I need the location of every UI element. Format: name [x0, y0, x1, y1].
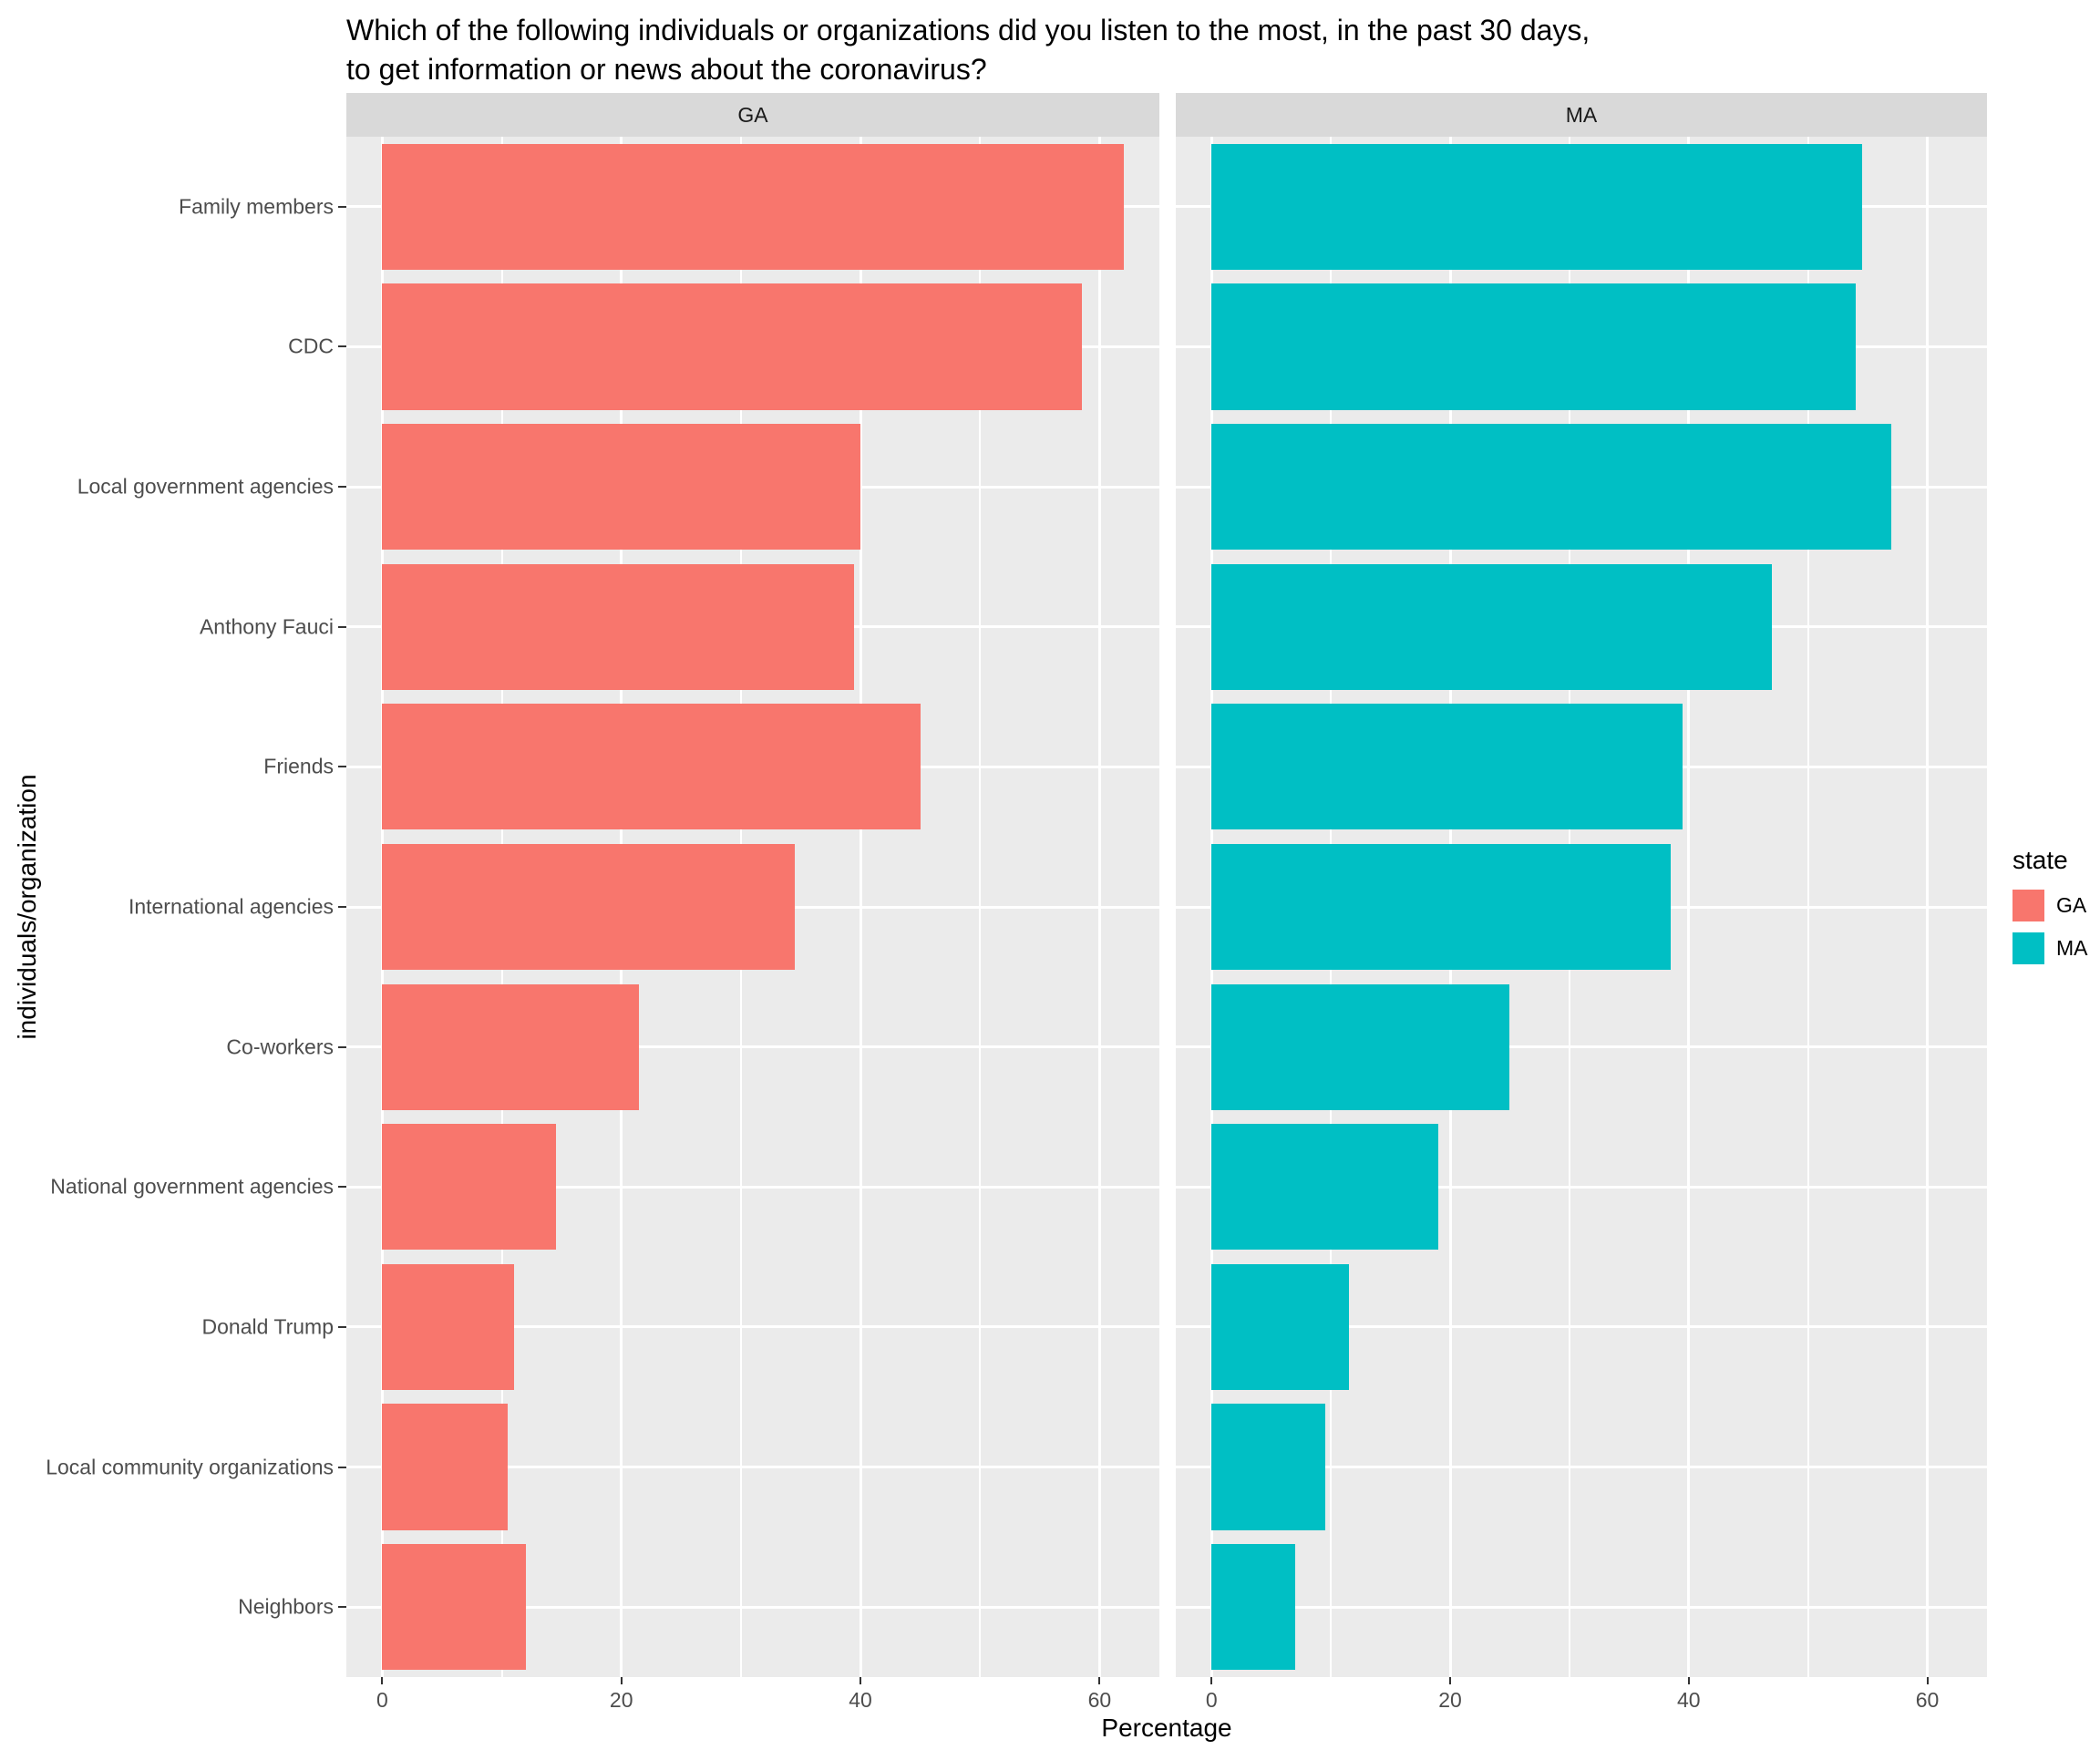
- y-axis-label: CDC: [288, 334, 334, 358]
- y-axis-label: Friends: [263, 754, 334, 778]
- legend: state GA MA: [2012, 846, 2088, 975]
- legend-entry-label: GA: [2056, 893, 2087, 917]
- gridline-horizontal: [1176, 1325, 1987, 1329]
- x-axis-tick: [1210, 1677, 1213, 1684]
- gridline-horizontal: [1176, 1605, 1987, 1609]
- facet-panel-ma: [1176, 137, 1987, 1677]
- legend-swatch-ga: [2012, 890, 2044, 921]
- legend-title: state: [2012, 846, 2068, 874]
- x-axis-tick-label: 60: [1915, 1688, 1940, 1712]
- x-axis-tick: [1449, 1677, 1452, 1684]
- y-axis-tick: [338, 1186, 346, 1189]
- legend-entry-label: MA: [2056, 936, 2088, 960]
- gridline-major: [1687, 137, 1691, 1677]
- bar-ga-5: [382, 704, 921, 830]
- gridline-horizontal: [1176, 1185, 1987, 1189]
- x-axis-tick-label: 40: [849, 1688, 872, 1712]
- y-axis-label: Donald Trump: [201, 1314, 334, 1339]
- gridline-major: [859, 137, 862, 1677]
- bar-ga-7: [382, 983, 640, 1110]
- chart-title: Which of the following individuals or or…: [346, 11, 1590, 89]
- y-axis-tick: [338, 486, 346, 489]
- gridline-horizontal: [346, 1045, 1159, 1049]
- bar-ma-1: [1211, 143, 1862, 270]
- y-axis-tick: [338, 205, 346, 208]
- legend-entries: GA MA: [2012, 890, 2088, 964]
- facet-strip-label: GA: [737, 102, 768, 127]
- y-axis-tick: [338, 906, 346, 908]
- x-axis-tick-label: 60: [1087, 1688, 1112, 1712]
- gridline-horizontal: [346, 1325, 1159, 1329]
- legend-swatch-ma: [2012, 932, 2044, 964]
- bar-ma-11: [1211, 1544, 1295, 1671]
- bar-ma-8: [1211, 1124, 1438, 1251]
- x-axis-title: Percentage: [1101, 1714, 1232, 1742]
- facet-strip-ga: GA: [346, 93, 1159, 137]
- facet-panel-ga: [346, 137, 1159, 1677]
- y-axis-label: Family members: [179, 194, 334, 219]
- y-axis-tick: [338, 345, 346, 348]
- x-axis-tick-label: 20: [1438, 1688, 1462, 1712]
- gridline-minor: [979, 137, 982, 1677]
- x-axis-tick: [860, 1677, 862, 1684]
- bar-ma-5: [1211, 704, 1683, 830]
- bar-ma-7: [1211, 983, 1510, 1110]
- bar-ga-9: [382, 1263, 514, 1391]
- y-axis-tick: [338, 1045, 346, 1048]
- y-axis-label: Local community organizations: [46, 1455, 334, 1479]
- y-axis-label: National government agencies: [50, 1174, 334, 1199]
- bar-ma-10: [1211, 1404, 1325, 1530]
- bar-ma-6: [1211, 843, 1672, 971]
- facet-strip-ma: MA: [1176, 93, 1987, 137]
- y-axis-tick: [338, 1466, 346, 1468]
- gridline-major: [1926, 137, 1930, 1677]
- gridline-horizontal: [346, 1605, 1159, 1609]
- x-axis-tick-label: 40: [1676, 1688, 1701, 1712]
- bar-ma-4: [1211, 563, 1773, 690]
- x-axis-tick-label: 0: [376, 1688, 388, 1712]
- chart-title-line2: to get information or news about the cor…: [346, 53, 987, 86]
- y-axis-label: International agencies: [128, 894, 334, 919]
- bar-ga-11: [382, 1544, 526, 1671]
- gridline-major: [1097, 137, 1101, 1677]
- facet-strip-label: MA: [1565, 102, 1598, 127]
- bar-ga-10: [382, 1404, 509, 1530]
- bar-ma-9: [1211, 1263, 1349, 1391]
- x-axis-tick-label: 20: [609, 1688, 633, 1712]
- y-axis-label: Anthony Fauci: [199, 614, 334, 639]
- y-axis-label: Co-workers: [226, 1035, 334, 1059]
- x-axis-tick-label: 0: [1205, 1688, 1218, 1712]
- y-axis-tick: [338, 766, 346, 768]
- gridline-horizontal: [346, 1466, 1159, 1469]
- gridline-horizontal: [1176, 1045, 1987, 1049]
- y-axis-label: Neighbors: [238, 1594, 334, 1619]
- gridline-minor: [1807, 137, 1809, 1677]
- bar-ma-3: [1211, 423, 1892, 551]
- bar-ga-1: [382, 143, 1124, 270]
- bar-ga-8: [382, 1124, 556, 1251]
- x-axis-tick: [620, 1677, 623, 1684]
- bar-ga-2: [382, 283, 1082, 410]
- y-axis-label: Local government agencies: [77, 474, 334, 499]
- legend-entry-ma: MA: [2012, 932, 2088, 964]
- bar-ga-3: [382, 423, 861, 551]
- x-axis-tick: [1926, 1677, 1929, 1684]
- bar-ma-2: [1211, 283, 1856, 410]
- y-axis-tick: [338, 1606, 346, 1609]
- bar-ga-4: [382, 563, 855, 690]
- legend-entry-ga: GA: [2012, 890, 2088, 921]
- x-axis-tick: [1687, 1677, 1690, 1684]
- bar-ga-6: [382, 843, 795, 971]
- y-axis-title: individuals/organization: [13, 774, 41, 1040]
- y-axis-tick: [338, 625, 346, 628]
- gridline-horizontal: [1176, 1466, 1987, 1469]
- y-axis-tick: [338, 1325, 346, 1328]
- x-axis-tick: [1098, 1677, 1101, 1684]
- chart-title-line1: Which of the following individuals or or…: [346, 14, 1590, 46]
- x-axis-tick: [381, 1677, 384, 1684]
- gridline-horizontal: [346, 1185, 1159, 1189]
